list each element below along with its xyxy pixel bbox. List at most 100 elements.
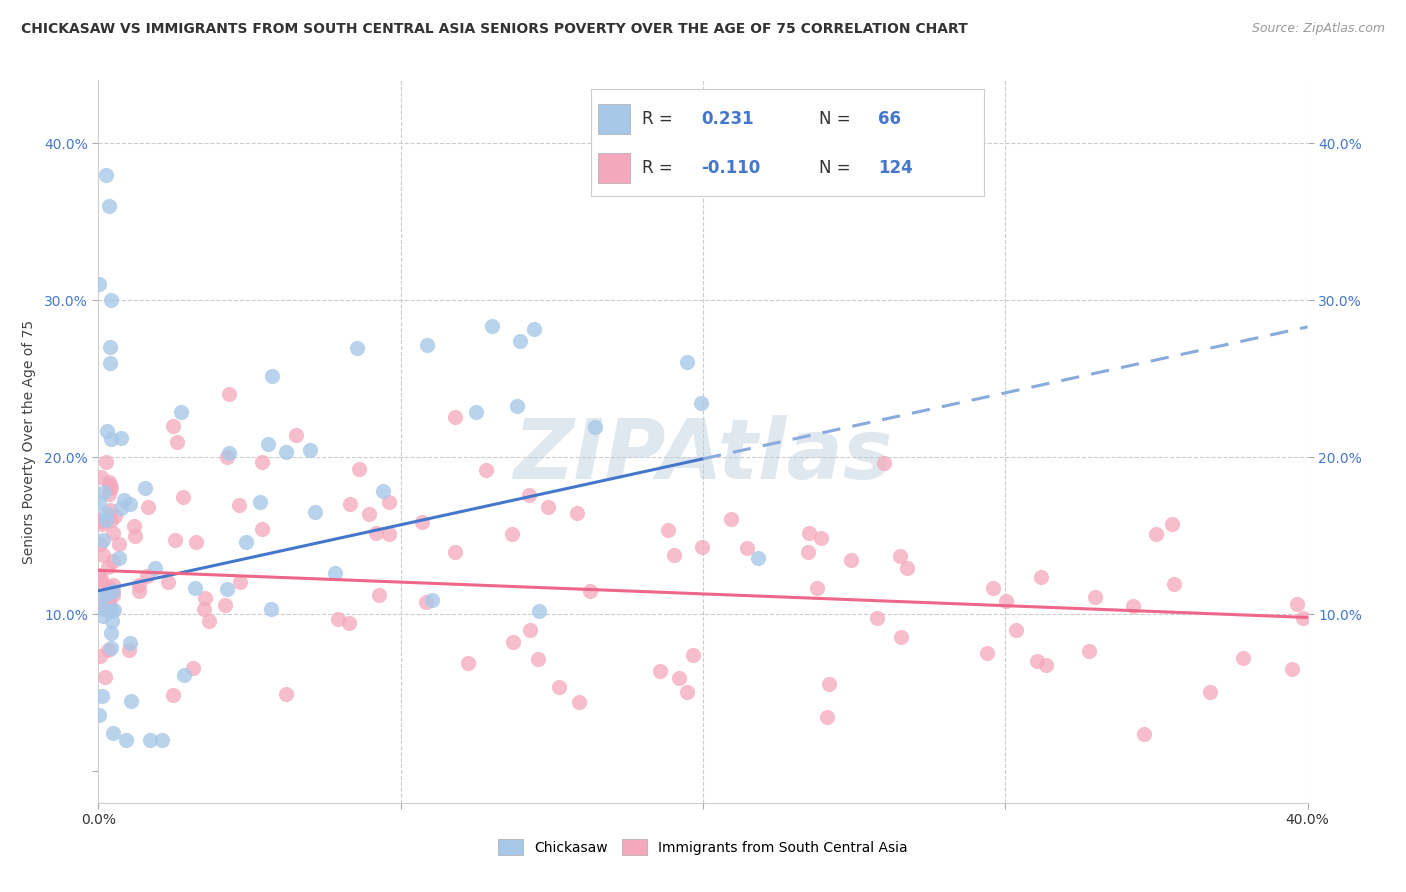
Point xyxy=(994,594,1017,608)
Point xyxy=(89,495,111,509)
Point xyxy=(690,396,713,410)
Point xyxy=(501,527,523,541)
Legend: Chickasaw, Immigrants from South Central Asia: Chickasaw, Immigrants from South Central… xyxy=(492,834,914,861)
Point xyxy=(103,584,125,599)
Point xyxy=(134,481,156,495)
Text: 124: 124 xyxy=(877,160,912,178)
Point xyxy=(100,604,122,618)
Point xyxy=(89,513,111,527)
Point xyxy=(218,387,240,401)
Point xyxy=(97,643,120,657)
Point xyxy=(1292,611,1315,625)
Point xyxy=(815,710,838,724)
Point xyxy=(136,500,159,515)
Point xyxy=(98,580,121,594)
Point xyxy=(675,355,697,369)
Point xyxy=(162,688,184,702)
Point xyxy=(124,529,146,543)
Point xyxy=(299,442,322,457)
Point xyxy=(357,507,380,521)
Point xyxy=(797,525,820,540)
Point xyxy=(797,545,820,559)
Point xyxy=(443,545,465,559)
Point xyxy=(112,492,135,507)
Point xyxy=(523,322,546,336)
Point xyxy=(90,514,112,528)
Point xyxy=(98,475,121,490)
Point xyxy=(1029,570,1052,584)
Point xyxy=(337,615,360,630)
Point xyxy=(184,581,207,595)
Point xyxy=(93,484,115,499)
Point xyxy=(90,690,112,704)
Point xyxy=(91,609,114,624)
Text: CHICKASAW VS IMMIGRANTS FROM SOUTH CENTRAL ASIA SENIORS POVERTY OVER THE AGE OF : CHICKASAW VS IMMIGRANTS FROM SOUTH CENTR… xyxy=(21,22,967,37)
Point xyxy=(517,488,540,502)
Point xyxy=(122,518,145,533)
Point xyxy=(138,733,160,747)
Point xyxy=(97,559,120,574)
Point xyxy=(100,432,122,446)
Point xyxy=(364,525,387,540)
Point xyxy=(96,424,118,438)
Point xyxy=(537,500,560,514)
Point xyxy=(873,457,896,471)
Point xyxy=(262,369,284,384)
Point xyxy=(526,652,548,666)
Point xyxy=(163,533,186,548)
FancyBboxPatch shape xyxy=(599,104,630,134)
Point xyxy=(135,569,157,583)
Point xyxy=(420,593,443,607)
Point xyxy=(346,341,368,355)
Point xyxy=(229,575,252,590)
Point xyxy=(682,648,704,662)
Point xyxy=(228,498,250,512)
Point xyxy=(101,578,124,592)
Point xyxy=(96,507,118,521)
Point xyxy=(94,455,117,469)
Point xyxy=(1084,590,1107,604)
Text: Source: ZipAtlas.com: Source: ZipAtlas.com xyxy=(1251,22,1385,36)
Point xyxy=(806,581,828,595)
Point xyxy=(527,604,550,618)
Point xyxy=(411,515,433,529)
Point xyxy=(214,599,236,613)
Point xyxy=(98,591,121,605)
Point xyxy=(1133,727,1156,741)
Point xyxy=(101,615,124,629)
Point xyxy=(818,677,841,691)
Point xyxy=(110,431,132,445)
Point xyxy=(1144,527,1167,541)
Point xyxy=(128,578,150,592)
Point xyxy=(89,591,111,605)
Text: R =: R = xyxy=(641,160,678,178)
Point xyxy=(1004,623,1026,637)
Point xyxy=(100,599,122,613)
Point xyxy=(339,498,361,512)
Point xyxy=(252,455,274,469)
Point xyxy=(415,594,437,608)
Point xyxy=(1122,599,1144,613)
Point xyxy=(519,624,541,638)
Point xyxy=(186,534,208,549)
Point xyxy=(120,636,142,650)
Point xyxy=(1232,650,1254,665)
Point xyxy=(1035,658,1057,673)
Point xyxy=(235,535,257,549)
Point xyxy=(285,428,308,442)
Text: 0.231: 0.231 xyxy=(700,111,754,128)
Point xyxy=(156,574,179,589)
Point xyxy=(98,356,121,370)
Point xyxy=(194,591,217,606)
Point xyxy=(150,733,173,747)
Point xyxy=(274,688,297,702)
Point xyxy=(457,656,479,670)
Point xyxy=(347,461,370,475)
Point xyxy=(1160,516,1182,531)
Point xyxy=(416,338,439,352)
Point xyxy=(373,484,395,499)
Point xyxy=(100,293,122,308)
Text: N =: N = xyxy=(818,160,856,178)
Point xyxy=(250,522,273,536)
Point xyxy=(110,500,132,515)
